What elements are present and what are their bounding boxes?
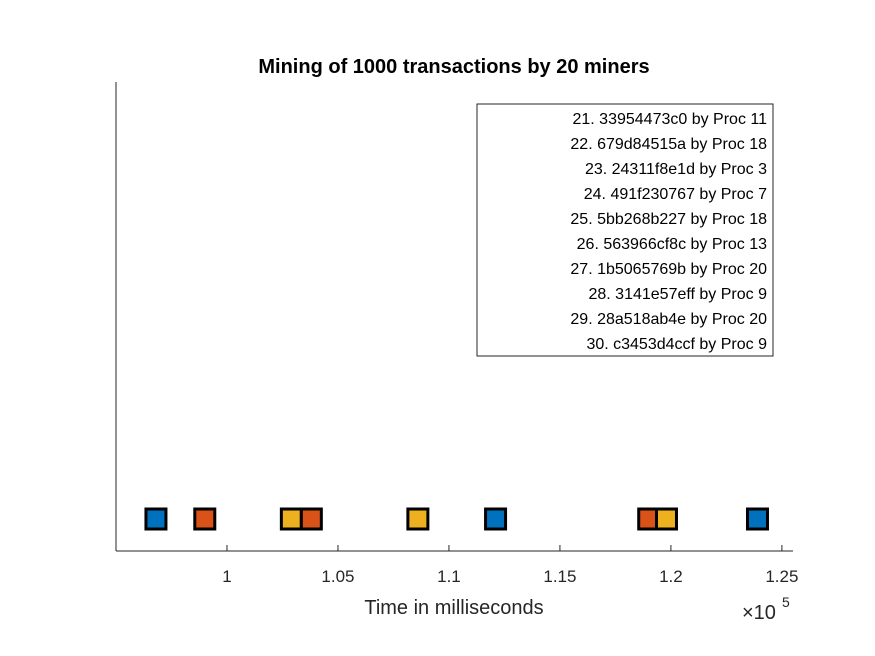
x-tick-label: 1.05 [321, 567, 354, 586]
x-exponent-base: ×10 [742, 602, 776, 624]
legend: 21. 33954473c0 by Proc 11 22. 679d84515a … [476, 103, 774, 357]
data-point-marker [193, 507, 217, 531]
legend-entry: 27. 1b5065769b by Proc 20 [570, 261, 767, 278]
legend-entry: 28. 3141e57eff by Proc 9 [588, 286, 767, 303]
x-tick-label: 1.25 [765, 567, 798, 586]
legend-entry: 22. 679d84515a by Proc 18 [570, 136, 767, 153]
data-point-marker [299, 507, 323, 531]
x-tick-label: 1.1 [437, 567, 461, 586]
chart-title: Mining of 1000 transactions by 20 miners [258, 56, 649, 78]
x-exponent-power: 5 [782, 594, 790, 610]
data-point-marker [406, 507, 430, 531]
legend-items: 21. 33954473c0 by Proc 11 22. 679d84515a … [570, 111, 767, 353]
x-axis-exponent: ×10 5 [742, 594, 790, 624]
data-point-marker [144, 507, 168, 531]
data-point-marker [484, 507, 508, 531]
legend-entry: 26. 563966cf8c by Proc 13 [577, 236, 767, 253]
plot-area: 1 1.05 1.1 1.15 1.2 1.25 [115, 82, 798, 586]
x-tick-label: 1.15 [543, 567, 576, 586]
data-point-marker [279, 507, 303, 531]
legend-entry: 29. 28a518ab4e by Proc 20 [570, 311, 767, 328]
data-markers [144, 507, 769, 531]
legend-entry: 23. 24311f8e1d by Proc 3 [585, 161, 767, 178]
legend-entry: 24. 491f230767 by Proc 7 [584, 186, 767, 203]
legend-entry: 21. 33954473c0 by Proc 11 [572, 111, 767, 128]
data-point-marker [654, 507, 678, 531]
legend-entry: 30. c3453d4ccf by Proc 9 [586, 336, 767, 353]
data-point-marker [745, 507, 769, 531]
x-tick-label: 1 [222, 567, 231, 586]
x-axis-label: Time in milliseconds [364, 597, 543, 619]
legend-box [476, 103, 774, 357]
x-tick-label: 1.2 [659, 567, 683, 586]
x-axis-ticks: 1 1.05 1.1 1.15 1.2 1.25 [222, 545, 798, 586]
legend-entry: 25. 5bb268b227 by Proc 18 [570, 211, 767, 228]
